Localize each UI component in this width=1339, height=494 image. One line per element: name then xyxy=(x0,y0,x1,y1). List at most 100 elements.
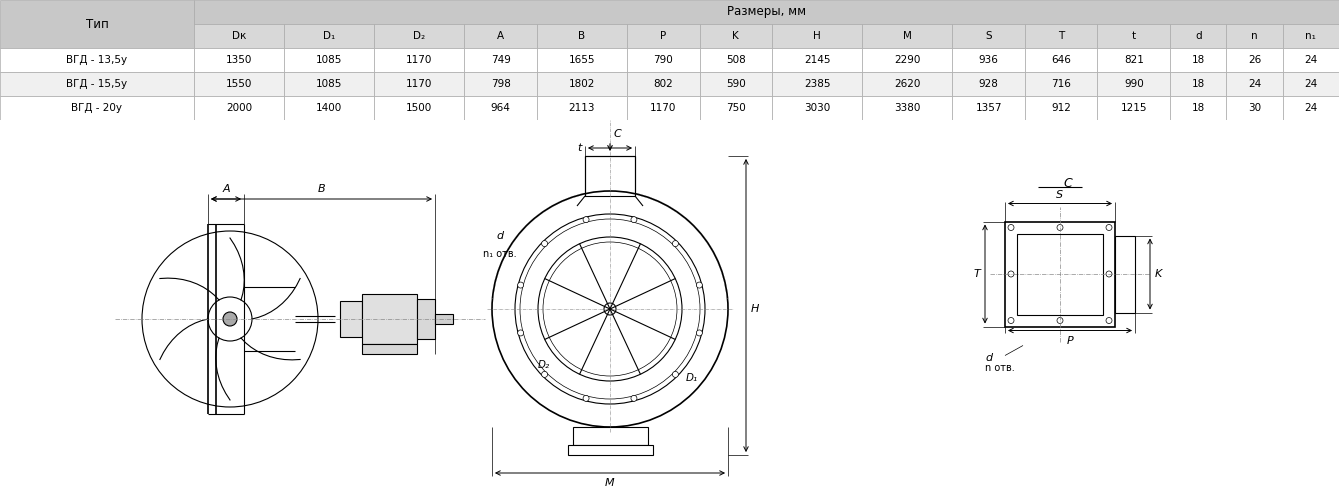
Text: 2385: 2385 xyxy=(803,79,830,89)
Bar xyxy=(1024,24,1098,48)
Text: 1170: 1170 xyxy=(649,103,676,113)
Text: 1170: 1170 xyxy=(406,55,432,65)
Text: 790: 790 xyxy=(653,55,674,65)
Bar xyxy=(773,48,862,72)
Circle shape xyxy=(582,217,589,223)
Text: n₁ отв.: n₁ отв. xyxy=(483,249,517,259)
Bar xyxy=(1283,24,1339,48)
Text: 716: 716 xyxy=(1051,79,1071,89)
Text: 928: 928 xyxy=(979,79,999,89)
Text: P: P xyxy=(1067,335,1074,345)
Text: 18: 18 xyxy=(1192,79,1205,89)
Bar xyxy=(1098,24,1170,48)
Bar xyxy=(284,48,374,72)
Text: C: C xyxy=(1063,177,1071,190)
Bar xyxy=(284,24,374,48)
Text: 18: 18 xyxy=(1192,103,1205,113)
Text: 802: 802 xyxy=(653,79,674,89)
Text: D₂: D₂ xyxy=(538,360,550,370)
Circle shape xyxy=(1008,271,1014,277)
Text: 750: 750 xyxy=(726,103,746,113)
Bar xyxy=(416,299,435,339)
Bar xyxy=(952,72,1024,96)
Bar xyxy=(862,96,952,120)
Text: 936: 936 xyxy=(979,55,999,65)
Bar xyxy=(194,96,284,120)
Bar xyxy=(773,24,862,48)
Bar xyxy=(1227,96,1283,120)
Text: D₁: D₁ xyxy=(323,31,335,41)
Text: 1085: 1085 xyxy=(316,55,343,65)
Bar xyxy=(374,48,465,72)
Text: 590: 590 xyxy=(726,79,746,89)
Circle shape xyxy=(604,303,616,315)
Text: 990: 990 xyxy=(1123,79,1144,89)
Circle shape xyxy=(1106,224,1111,231)
Bar xyxy=(1018,234,1103,315)
Text: K: K xyxy=(732,31,739,41)
Text: 30: 30 xyxy=(1248,103,1261,113)
Bar xyxy=(1098,48,1170,72)
Text: 821: 821 xyxy=(1123,55,1144,65)
Circle shape xyxy=(541,241,548,247)
Bar xyxy=(952,48,1024,72)
Bar xyxy=(862,72,952,96)
Bar xyxy=(284,72,374,96)
Bar xyxy=(627,48,699,72)
Text: 24: 24 xyxy=(1304,79,1318,89)
Circle shape xyxy=(1008,224,1014,231)
Circle shape xyxy=(672,241,679,247)
Text: 749: 749 xyxy=(490,55,510,65)
Text: B: B xyxy=(578,31,585,41)
Circle shape xyxy=(631,395,637,401)
Circle shape xyxy=(1008,318,1014,324)
Text: 2620: 2620 xyxy=(894,79,920,89)
Bar xyxy=(585,156,635,196)
Text: d: d xyxy=(1194,31,1201,41)
Text: Размеры, мм: Размеры, мм xyxy=(727,5,806,18)
Circle shape xyxy=(696,330,703,336)
Bar xyxy=(1115,236,1135,313)
Text: D₂: D₂ xyxy=(414,31,426,41)
Text: t: t xyxy=(1131,31,1135,41)
Text: 3380: 3380 xyxy=(894,103,920,113)
Bar xyxy=(1227,24,1283,48)
Bar xyxy=(362,294,416,344)
Circle shape xyxy=(518,282,524,288)
Bar xyxy=(0,0,194,48)
Bar xyxy=(1283,72,1339,96)
Text: 964: 964 xyxy=(490,103,510,113)
Bar xyxy=(1098,96,1170,120)
Text: A: A xyxy=(222,184,230,194)
Bar xyxy=(374,96,465,120)
Text: 1550: 1550 xyxy=(226,79,252,89)
Text: 508: 508 xyxy=(726,55,746,65)
Circle shape xyxy=(1106,271,1111,277)
Bar xyxy=(1024,96,1098,120)
Bar xyxy=(952,96,1024,120)
Bar xyxy=(0,48,194,72)
Bar xyxy=(362,344,416,354)
Bar xyxy=(1227,72,1283,96)
Text: 24: 24 xyxy=(1248,79,1261,89)
Bar xyxy=(1283,48,1339,72)
Text: M: M xyxy=(902,31,912,41)
Text: B: B xyxy=(317,184,325,194)
Bar xyxy=(627,24,699,48)
Text: 3030: 3030 xyxy=(803,103,830,113)
Bar xyxy=(537,24,627,48)
Circle shape xyxy=(541,371,548,377)
Bar xyxy=(773,72,862,96)
Text: M: M xyxy=(605,478,615,488)
Bar xyxy=(1006,221,1115,327)
Bar xyxy=(627,72,699,96)
Text: 1500: 1500 xyxy=(406,103,432,113)
Text: 912: 912 xyxy=(1051,103,1071,113)
Bar xyxy=(1170,96,1227,120)
Text: 2145: 2145 xyxy=(803,55,830,65)
Text: T: T xyxy=(1058,31,1065,41)
Bar xyxy=(1170,72,1227,96)
Text: d: d xyxy=(986,353,992,363)
Text: t: t xyxy=(577,143,582,153)
Text: ВГД - 15,5у: ВГД - 15,5у xyxy=(67,79,127,89)
